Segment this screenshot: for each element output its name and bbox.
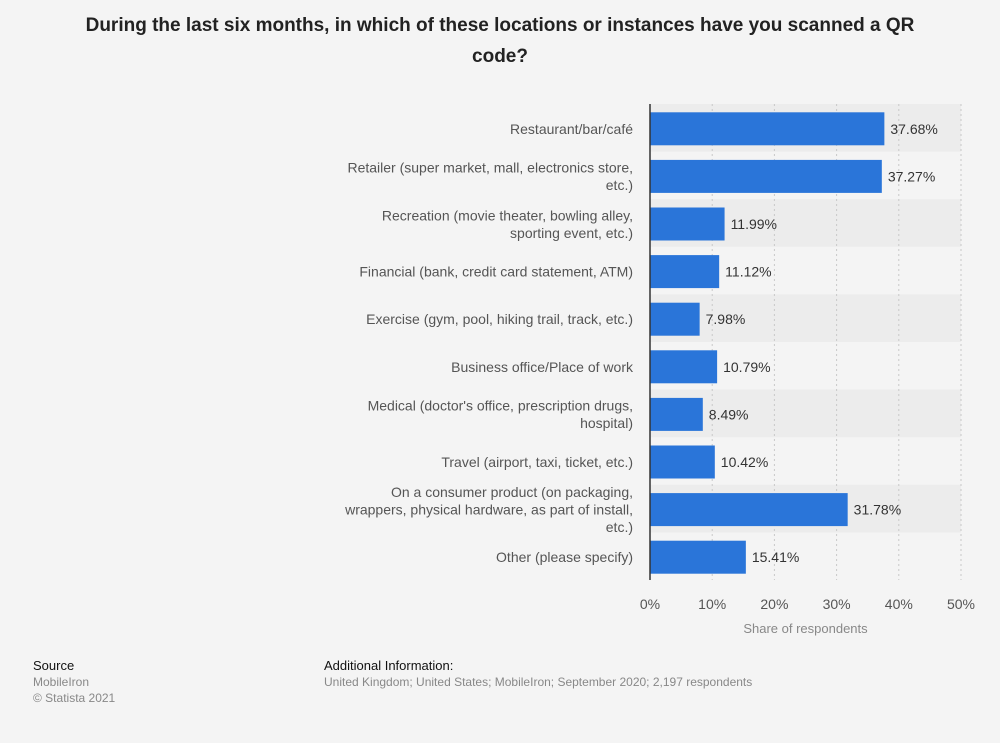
info-heading: Additional Information: — [324, 658, 454, 673]
additional-info-block: Additional Information: United Kingdom; … — [324, 658, 752, 690]
data-label: 7.98% — [706, 311, 746, 327]
source-heading: Source — [33, 658, 75, 673]
category-labels: Restaurant/bar/café Retailer (super marke… — [344, 121, 634, 565]
bar — [650, 350, 718, 384]
data-label: 11.99% — [731, 216, 777, 232]
data-label: 31.78% — [854, 502, 901, 518]
category-label: Other (please specify) — [496, 549, 633, 565]
x-tick-label: 20% — [760, 596, 788, 612]
bar — [650, 445, 715, 479]
data-label: 8.49% — [709, 406, 749, 422]
category-label: Restaurant/bar/café — [510, 121, 633, 137]
category-label: Financial (bank, credit card statement, … — [359, 264, 633, 280]
bar — [650, 493, 848, 527]
bar — [650, 540, 746, 574]
data-labels: 37.68% 37.27% 11.99% 11.12% 7.98% 10.79% 8.49%… — [706, 121, 938, 565]
bar — [650, 159, 882, 193]
x-tick-label: 50% — [947, 596, 975, 612]
bar — [650, 397, 703, 431]
bar — [650, 207, 725, 241]
source-name: MobileIron — [33, 675, 90, 689]
bar — [650, 255, 720, 289]
x-axis-label: Share of respondents — [743, 621, 868, 636]
category-label: Recreation (movie theater, bowling alley… — [382, 207, 633, 241]
copyright: © Statista 2021 — [33, 691, 116, 705]
category-label: Medical (doctor's office, prescription d… — [368, 398, 633, 432]
bar — [650, 302, 700, 336]
x-tick-labels: 0% 10% 20% 30% 40% 50% — [640, 596, 975, 612]
x-tick-label: 40% — [885, 596, 913, 612]
bar — [650, 112, 885, 146]
category-label: On a consumer product (on packaging, wrap… — [344, 484, 633, 535]
data-label: 15.41% — [752, 549, 799, 565]
data-label: 10.42% — [721, 454, 768, 470]
info-text: United Kingdom; United States; MobileIro… — [324, 675, 753, 689]
x-tick-label: 10% — [698, 596, 726, 612]
data-label: 10.79% — [723, 359, 770, 375]
row-band — [650, 294, 961, 342]
category-label: Business office/Place of work — [451, 359, 634, 375]
data-label: 37.68% — [890, 121, 937, 137]
x-tick-label: 30% — [823, 596, 851, 612]
bars — [650, 112, 885, 574]
source-block: Source MobileIron © Statista 2021 — [33, 658, 115, 706]
category-label: Retailer (super market, mall, electronic… — [347, 160, 633, 194]
data-label: 11.12% — [725, 264, 771, 280]
data-label: 37.27% — [888, 168, 935, 184]
category-label: Travel (airport, taxi, ticket, etc.) — [441, 454, 633, 470]
category-label: Exercise (gym, pool, hiking trail, track… — [366, 311, 633, 327]
chart-title: During the last six months, in which of … — [85, 15, 915, 67]
x-tick-label: 0% — [640, 596, 660, 612]
